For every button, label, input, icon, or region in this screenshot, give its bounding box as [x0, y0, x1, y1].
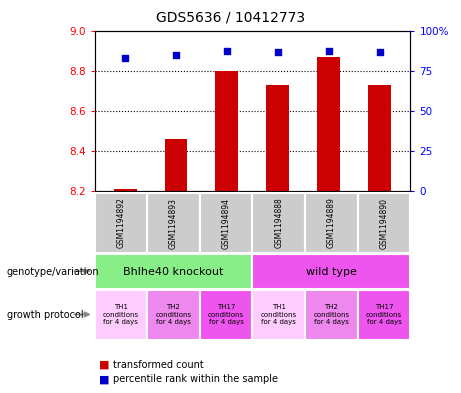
- Bar: [200, 193, 253, 253]
- Point: [325, 48, 332, 54]
- Bar: [113, 189, 136, 191]
- Bar: [305, 193, 358, 253]
- Bar: [253, 290, 305, 340]
- Bar: [165, 139, 188, 191]
- Text: GSM1194888: GSM1194888: [274, 198, 283, 248]
- Text: ■: ■: [99, 374, 110, 384]
- Bar: [266, 85, 290, 191]
- Bar: [305, 290, 358, 340]
- Text: GSM1194894: GSM1194894: [222, 198, 230, 248]
- Bar: [317, 57, 340, 191]
- Text: ■: ■: [99, 360, 110, 370]
- Bar: [215, 71, 238, 191]
- Text: TH17
conditions
for 4 days: TH17 conditions for 4 days: [208, 304, 244, 325]
- Bar: [368, 85, 391, 191]
- Point: [223, 48, 230, 54]
- Text: transformed count: transformed count: [113, 360, 204, 370]
- Text: Bhlhe40 knockout: Bhlhe40 knockout: [123, 266, 224, 277]
- Bar: [253, 254, 410, 289]
- Text: TH1
conditions
for 4 days: TH1 conditions for 4 days: [103, 304, 139, 325]
- Text: GSM1194889: GSM1194889: [327, 198, 336, 248]
- Bar: [358, 290, 410, 340]
- Point: [121, 55, 129, 62]
- Text: TH1
conditions
for 4 days: TH1 conditions for 4 days: [260, 304, 297, 325]
- Text: growth protocol: growth protocol: [7, 310, 83, 320]
- Text: wild type: wild type: [306, 266, 357, 277]
- Text: GSM1194893: GSM1194893: [169, 198, 178, 248]
- Bar: [358, 193, 410, 253]
- Text: genotype/variation: genotype/variation: [7, 266, 100, 277]
- Point: [274, 49, 282, 55]
- Text: TH2
conditions
for 4 days: TH2 conditions for 4 days: [155, 304, 191, 325]
- Bar: [147, 193, 200, 253]
- Point: [172, 52, 180, 59]
- Bar: [95, 254, 253, 289]
- Text: percentile rank within the sample: percentile rank within the sample: [113, 374, 278, 384]
- Text: GSM1194892: GSM1194892: [116, 198, 125, 248]
- Text: GSM1194890: GSM1194890: [379, 198, 389, 248]
- Bar: [147, 290, 200, 340]
- Bar: [253, 193, 305, 253]
- Bar: [95, 193, 147, 253]
- Text: TH17
conditions
for 4 days: TH17 conditions for 4 days: [366, 304, 402, 325]
- Bar: [95, 290, 147, 340]
- Point: [376, 49, 384, 55]
- Bar: [200, 290, 253, 340]
- Text: GDS5636 / 10412773: GDS5636 / 10412773: [156, 11, 305, 25]
- Text: TH2
conditions
for 4 days: TH2 conditions for 4 days: [313, 304, 349, 325]
